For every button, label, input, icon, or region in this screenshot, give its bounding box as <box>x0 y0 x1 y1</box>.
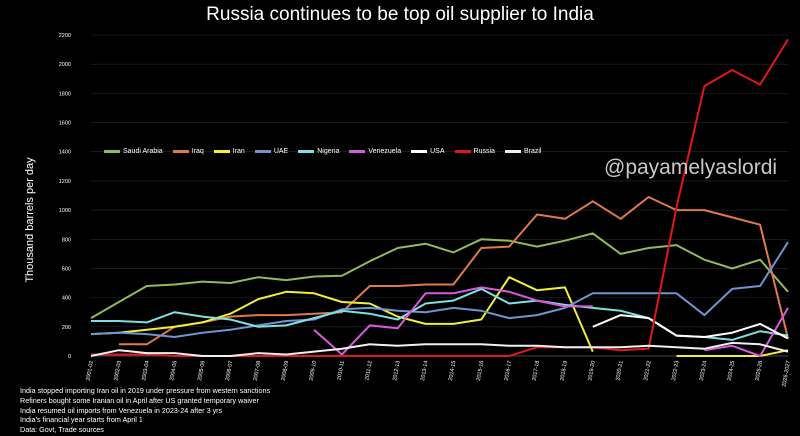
gridlines <box>91 34 788 357</box>
x-tick-label: 2020-21 <box>615 360 624 381</box>
watermark: @payamelyaslordi <box>604 156 778 179</box>
y-tick-label: 1000 <box>59 208 71 214</box>
chart-title: Russia continues to be top oil supplier … <box>206 4 594 25</box>
legend-item: UAE <box>254 146 289 156</box>
legend-swatch <box>254 149 271 153</box>
x-tick-label: 2011-12 <box>364 360 373 381</box>
axis-ticks: 0 200 400 600 800 1000 1200 1400 1600 1800 2000 220… <box>59 33 792 387</box>
x-tick-label: 2007-08 <box>253 360 262 381</box>
y-tick-label: 1800 <box>59 91 71 97</box>
series-line-iran <box>90 276 789 357</box>
x-tick-label: 2006-07 <box>225 360 234 381</box>
series-line-russia <box>91 38 789 357</box>
footnote: India resumed oil imports from Venezuela… <box>20 405 223 415</box>
footnote: India's financial year starts from April… <box>20 415 143 425</box>
legend-swatch <box>172 149 189 153</box>
legend-swatch <box>349 149 366 153</box>
legend-label: Venezuela <box>368 147 402 155</box>
legend-item: Iran <box>213 146 245 156</box>
x-tick-label: 2019-20 <box>587 360 596 381</box>
footnotes: India stopped importing Iran oil in 2019… <box>20 386 270 435</box>
legend-swatch <box>454 149 471 153</box>
y-tick-label: 1400 <box>59 150 71 156</box>
x-tick-label: 2004-05 <box>169 360 178 381</box>
legend-label: Russia <box>473 147 495 155</box>
series-lines <box>90 38 789 357</box>
x-tick-label: 2017-18 <box>532 360 541 381</box>
x-tick-label: 2022-23 <box>671 360 680 381</box>
series-line-saudi-arabia <box>90 232 789 319</box>
x-tick-label: 2001-02 <box>86 360 95 381</box>
x-tick-label: 2013-14 <box>420 360 429 381</box>
legend-swatch <box>104 149 120 153</box>
legend-label: Iran <box>232 147 245 155</box>
legend-item: Brazil <box>504 146 542 156</box>
x-tick-label: 2002-03 <box>113 360 122 381</box>
y-tick-label: 2000 <box>59 62 71 68</box>
footnote: Data: Govt, Trade sources <box>20 425 104 435</box>
x-tick-label: 2024-25 <box>727 360 736 381</box>
x-tick-label: 2009-10 <box>309 360 318 381</box>
footnote: India stopped importing Iran oil in 2019… <box>20 386 271 395</box>
x-tick-label: 2008-09 <box>281 360 290 381</box>
x-tick-label: 2015-16 <box>476 360 485 381</box>
legend-item: Saudi Arabia <box>104 146 163 156</box>
x-tick-label: 2026-2027 <box>781 360 791 387</box>
x-tick-label: 2021-22 <box>643 360 652 381</box>
legend-swatch <box>504 149 521 153</box>
legend-label: Saudi Arabia <box>123 147 163 155</box>
series-line-uae <box>90 241 789 338</box>
y-tick-label: 400 <box>62 296 71 302</box>
series-line-brazil <box>90 341 789 357</box>
legend-item: Venezuela <box>349 146 401 156</box>
series-line-usa <box>592 314 789 340</box>
legend-item: USA <box>411 146 445 156</box>
legend-swatch <box>213 149 230 153</box>
x-tick-label: 2005-06 <box>197 360 206 381</box>
y-tick-label: 800 <box>62 237 71 243</box>
x-tick-label: 2018-19 <box>560 360 569 381</box>
legend-label: Brazil <box>523 147 542 155</box>
y-tick-label: 1200 <box>59 179 71 185</box>
x-tick-label: 2025-26 <box>755 360 764 381</box>
y-tick-label: 200 <box>62 325 71 331</box>
legend-item: Iraq <box>172 146 204 156</box>
x-tick-label: 2023-24 <box>699 360 708 381</box>
legend: Saudi Arabia Iraq Iran UAE Nigeria Venezuela U… <box>104 146 541 156</box>
legend-swatch <box>411 149 428 153</box>
series-line-iraq <box>118 196 789 346</box>
legend-item: Nigeria <box>298 146 339 156</box>
x-tick-label: 2016-17 <box>504 360 513 381</box>
legend-label: Nigeria <box>317 147 340 155</box>
x-tick-label: 2010-11 <box>337 360 346 381</box>
series-line-nigeria <box>91 287 789 341</box>
x-tick-label: 2003-04 <box>141 360 150 381</box>
legend-label: USA <box>430 147 445 155</box>
legend-item: Russia <box>454 146 495 156</box>
x-tick-label: 2012-13 <box>392 360 401 381</box>
x-tick-label: 2014-15 <box>448 360 457 381</box>
y-tick-label: 0 <box>68 354 71 360</box>
legend-label: UAE <box>273 147 289 155</box>
legend-label: Iraq <box>191 147 204 155</box>
legend-swatch <box>298 149 315 153</box>
y-tick-label: 2200 <box>59 33 71 39</box>
footnote: Refiners bought some Iranian oil in Apri… <box>20 395 259 405</box>
y-tick-label: 600 <box>62 266 71 272</box>
y-tick-label: 1600 <box>59 121 71 127</box>
